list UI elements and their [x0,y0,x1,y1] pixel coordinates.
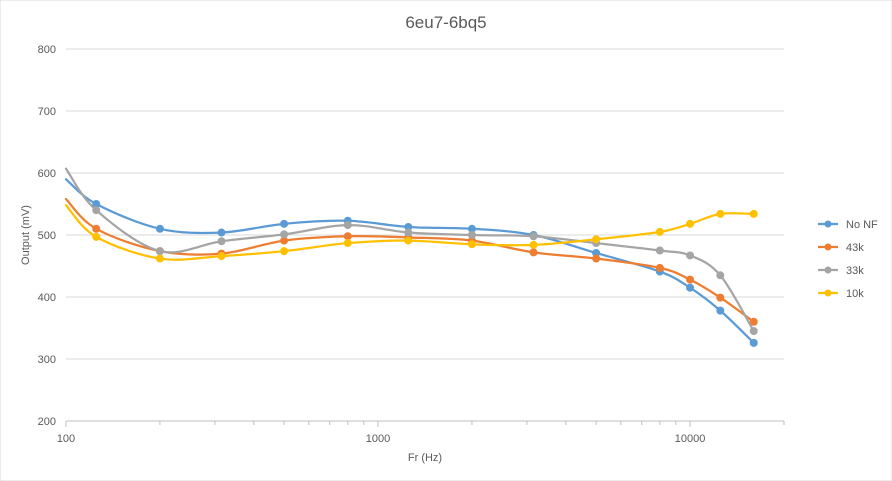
legend-label: 33k [846,265,864,277]
data-point-43k [716,293,725,302]
data-point-43k [686,275,695,284]
data-point-no-nf [280,219,289,228]
legend-label: No NF [846,219,878,231]
data-point-10k [467,240,476,249]
data-point-10k [529,240,538,249]
x-tick-label: 100 [57,433,75,445]
legend-swatch-marker [824,243,832,251]
data-point-no-nf [155,224,164,233]
chart-title: 6eu7-6bq5 [405,13,486,32]
legend-item-10k: 10k [818,288,864,300]
data-point-10k [655,227,664,236]
data-point-no-nf [686,283,695,292]
data-point-10k [280,247,289,256]
data-point-no-nf [749,338,758,347]
data-point-33k [716,271,725,280]
data-point-10k [404,236,413,245]
data-point-10k [592,235,601,244]
y-tick-label: 500 [38,230,56,242]
legend: No NF 43k 33k 10k [818,219,878,300]
legend-label: 43k [846,242,864,254]
x-axis-title: Fr (Hz) [408,452,442,464]
data-point-no-nf [716,306,725,315]
data-point-10k [92,232,101,241]
x-tick-labels: 100 1000 10000 [57,433,706,445]
data-point-33k [686,251,695,260]
data-point-43k [749,317,758,326]
data-point-43k [92,224,101,233]
data-point-43k [529,248,538,257]
data-point-10k [217,252,226,261]
legend-swatch-marker [824,289,832,297]
legend-item-33k: 33k [818,265,864,277]
data-point-10k [155,254,164,263]
data-point-33k [404,228,413,237]
y-tick-label: 300 [38,354,56,366]
series-points [92,200,758,347]
x-axis [65,420,785,427]
data-point-10k [716,209,725,218]
data-point-43k [655,263,664,272]
data-point-10k [343,239,352,248]
legend-label: 10k [846,288,864,300]
data-point-33k [655,246,664,255]
data-point-33k [92,206,101,215]
data-point-33k [155,247,164,256]
data-point-33k [343,221,352,230]
data-point-43k [592,254,601,263]
y-axis-title: Output (mV) [20,205,32,265]
data-point-no-nf [217,228,226,237]
y-tick-label: 600 [38,168,56,180]
data-point-33k [529,232,538,241]
gridlines [66,48,784,360]
x-tick-label: 1000 [366,433,390,445]
legend-item-no-nf: No NF [818,219,878,231]
data-point-33k [217,237,226,246]
data-point-10k [686,219,695,228]
data-point-10k [749,209,758,218]
legend-item-43k: 43k [818,242,864,254]
legend-swatch-marker [824,220,832,228]
y-tick-label: 800 [38,44,56,56]
y-tick-label: 400 [38,292,56,304]
data-point-33k [467,231,476,239]
data-point-43k [343,232,352,241]
legend-swatch-marker [824,266,832,274]
y-tick-label: 200 [38,416,56,428]
data-point-33k [749,327,758,336]
data-point-33k [280,230,289,239]
y-tick-label: 700 [38,106,56,118]
y-tick-labels: 200 300 400 500 600 700 800 [38,44,56,428]
x-tick-label: 10000 [675,433,706,445]
